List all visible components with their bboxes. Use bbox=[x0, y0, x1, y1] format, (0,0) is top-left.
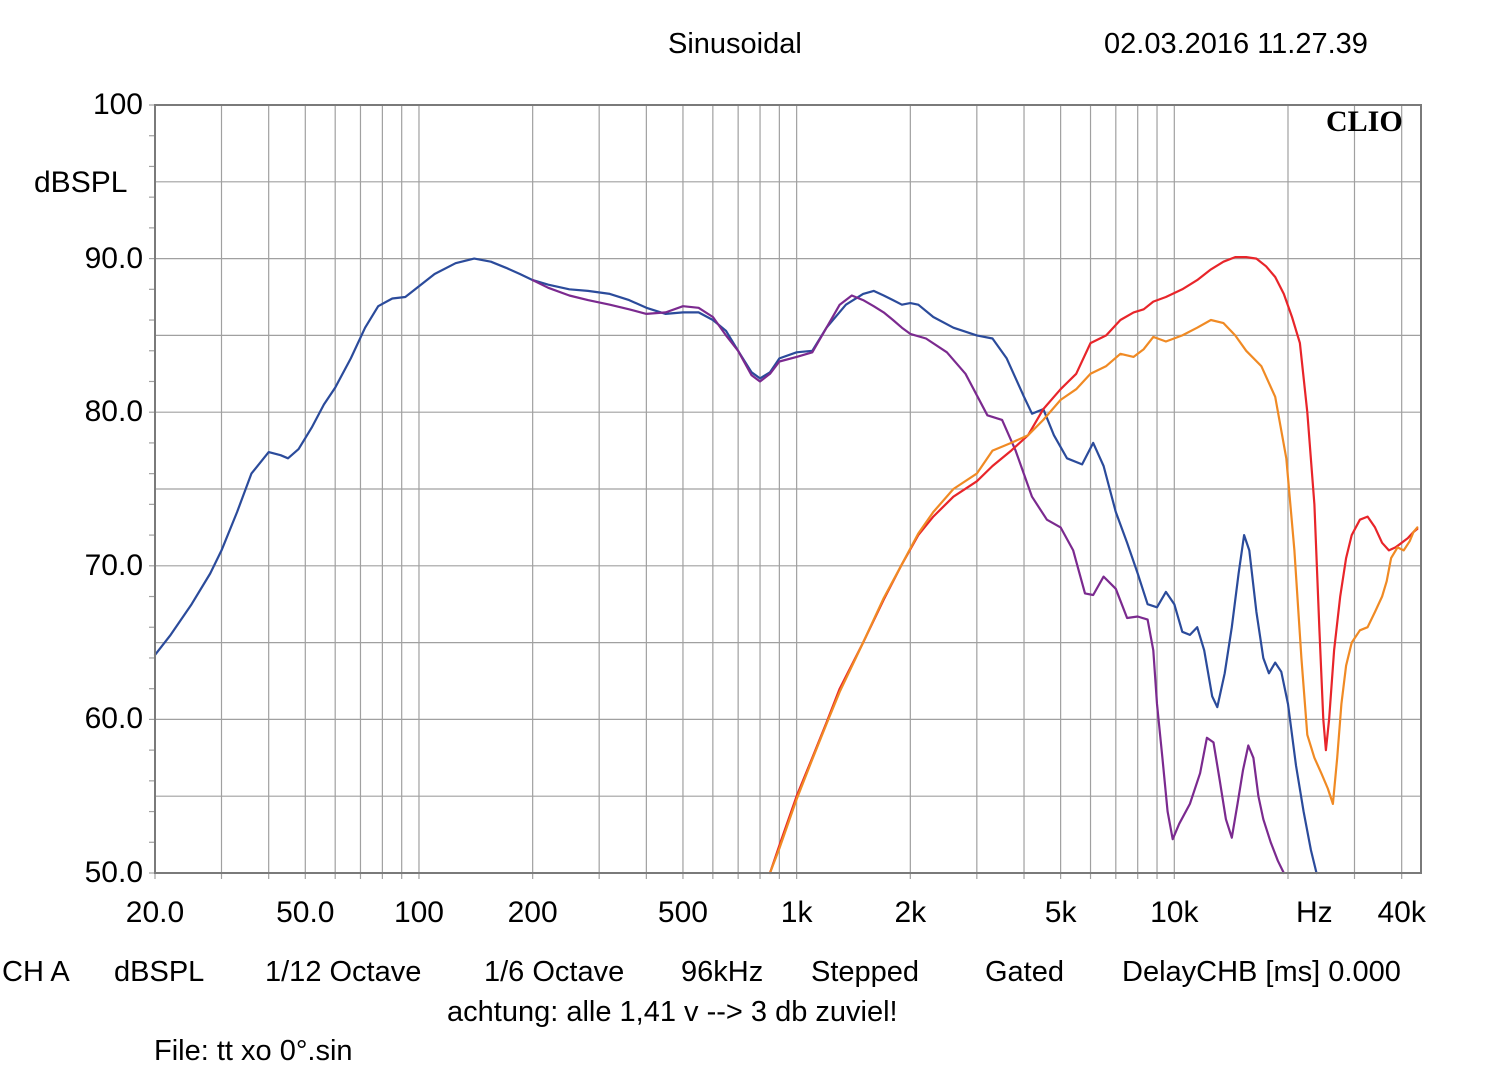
x-tick-label: 1k bbox=[780, 896, 813, 929]
footer-window: Gated bbox=[985, 956, 1064, 988]
footer-channel: CH A bbox=[2, 956, 70, 988]
x-tick-label: 5k bbox=[1044, 896, 1077, 929]
x-tick-label: 40k bbox=[1377, 896, 1426, 929]
response-curve-orange bbox=[768, 318, 1419, 875]
y-tick-label: 70.0 bbox=[84, 548, 143, 582]
x-tick-label: 100 bbox=[393, 896, 444, 929]
footer-sweep-type: Stepped bbox=[811, 956, 920, 988]
footer-sample-rate: 96kHz bbox=[681, 956, 764, 988]
y-tick-label: 60.0 bbox=[84, 702, 143, 736]
x-tick-label: 500 bbox=[657, 896, 708, 929]
y-tick-label: 50.0 bbox=[84, 856, 143, 889]
x-axis-unit-label: Hz bbox=[1296, 896, 1333, 929]
x-tick-label: 20.0 bbox=[125, 896, 185, 929]
x-tick-label: 10k bbox=[1150, 896, 1199, 929]
chart-grid bbox=[149, 104, 1421, 879]
footer-smoothing: 1/6 Octave bbox=[484, 956, 625, 988]
footer-note: achtung: alle 1,41 v --> 3 db zuviel! bbox=[447, 996, 898, 1028]
y-tick-label: 100 bbox=[92, 88, 143, 121]
footer-unit: dBSPL bbox=[114, 956, 205, 988]
x-tick-label: 200 bbox=[507, 896, 558, 929]
measurement-datetime: 02.03.2016 11.27.39 bbox=[1104, 28, 1368, 60]
footer-delay: DelayCHB [ms] 0.000 bbox=[1122, 956, 1401, 988]
x-tick-label: 2k bbox=[894, 896, 927, 929]
chart-curves bbox=[153, 256, 1419, 875]
plot-frame bbox=[154, 104, 1422, 874]
clio-logo: CLIO bbox=[1326, 105, 1403, 138]
measurement-mode: Sinusoidal bbox=[668, 28, 802, 60]
y-tick-label: 90.0 bbox=[84, 241, 143, 275]
response-curve-purple bbox=[531, 279, 1285, 875]
footer-resolution: 1/12 Octave bbox=[265, 956, 422, 988]
y-tick-label: 80.0 bbox=[84, 395, 143, 429]
footer-file: File: tt xo 0°.sin bbox=[154, 1035, 353, 1067]
response-curve-blue bbox=[153, 257, 1318, 875]
x-tick-label: 50.0 bbox=[276, 896, 335, 929]
response-curve-red bbox=[768, 256, 1419, 875]
y-axis-unit-label: dBSPL bbox=[34, 166, 128, 199]
